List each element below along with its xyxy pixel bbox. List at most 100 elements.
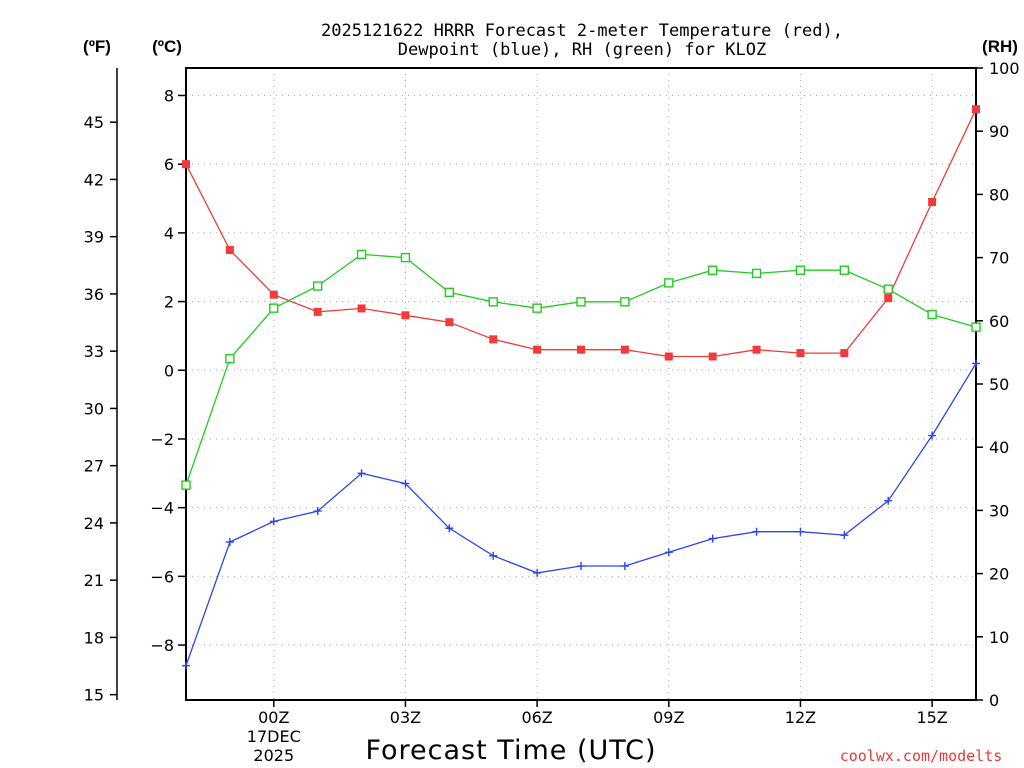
temperature-point — [489, 335, 498, 344]
rh-point — [312, 281, 323, 291]
temperature-point — [577, 345, 585, 354]
rh-point — [356, 249, 367, 260]
x-axis-label: Forecast Time (UTC) — [365, 735, 656, 766]
temperature-point — [664, 352, 673, 361]
dewpoint-line — [185, 363, 977, 666]
celsius-tick-label: 0 — [164, 361, 174, 380]
fahrenheit-tick-label: 30 — [84, 399, 104, 418]
credit-link[interactable]: coolwx.com/modelts — [840, 747, 1003, 765]
temperature-point — [708, 352, 717, 361]
rh-tick-label: 100 — [989, 59, 1020, 78]
rh-point — [488, 297, 498, 307]
celsius-tick-label: 4 — [164, 224, 174, 243]
dewpoint-point — [752, 527, 761, 536]
rh-point — [576, 297, 586, 307]
temperature-point — [357, 304, 366, 313]
celsius-tick-label: 8 — [164, 86, 174, 105]
fahrenheit-tick-label: 42 — [84, 170, 104, 189]
dewpoint-point — [708, 534, 717, 543]
x-tick-label: 00Z — [258, 708, 289, 727]
temperature-point — [533, 345, 542, 354]
x-tick-label: 06Z — [521, 708, 552, 727]
dewpoint-point — [313, 507, 322, 516]
x-tick-label: 12Z — [785, 708, 816, 727]
rh-point — [444, 287, 455, 298]
rh-tick-label: 10 — [989, 628, 1009, 647]
chart-title-line-1: 2025121622 HRRR Forecast 2-meter Tempera… — [321, 21, 843, 41]
dewpoint-point — [445, 524, 454, 533]
rh-tick-label: 60 — [989, 312, 1009, 331]
celsius-tick-label: −4 — [150, 499, 174, 518]
temperature-point — [752, 345, 761, 354]
temperature-line — [185, 108, 977, 358]
rh-point — [795, 265, 806, 275]
dewpoint-point — [489, 551, 498, 560]
data-series — [181, 105, 981, 670]
celsius-tick-label: 6 — [164, 155, 174, 174]
dewpoint-point — [664, 548, 673, 557]
temperature-point — [269, 290, 278, 299]
plot-frame — [185, 67, 977, 701]
dewpoint-point — [533, 568, 542, 577]
rh-point — [927, 309, 937, 320]
dewpoint-point — [620, 562, 629, 571]
x-tick-label: 15Z — [916, 708, 947, 727]
rh-point — [839, 265, 850, 275]
fahrenheit-tick-label: 39 — [84, 228, 104, 247]
rh-point — [620, 297, 630, 307]
dewpoint-point — [972, 359, 980, 368]
rh-tick-label: 0 — [989, 691, 999, 710]
temperature-point — [401, 311, 410, 320]
x-tick-year-label: 2025 — [253, 746, 294, 765]
celsius-axis-unit: (ºC) — [152, 37, 182, 56]
fahrenheit-tick-label: 24 — [84, 514, 104, 533]
fahrenheit-tick-label: 27 — [84, 457, 104, 476]
dewpoint-point — [269, 517, 278, 526]
rh-point — [751, 268, 762, 279]
fahrenheit-tick-label: 21 — [84, 571, 104, 590]
rh-point — [664, 278, 674, 288]
rh-tick-label: 90 — [989, 122, 1009, 141]
dewpoint-point — [401, 479, 410, 488]
fahrenheit-tick-label: 33 — [84, 342, 104, 361]
celsius-tick-label: 2 — [164, 293, 174, 312]
rh-point — [400, 252, 411, 263]
temperature-point — [182, 160, 190, 169]
fahrenheit-tick-label: 15 — [84, 686, 104, 705]
x-tick-label: 09Z — [653, 708, 684, 727]
rh-point — [707, 265, 718, 275]
rh-point — [532, 303, 542, 313]
rh-tick-label: 50 — [989, 375, 1009, 394]
temperature-point — [972, 105, 980, 114]
rh-point — [971, 322, 981, 332]
rh-point — [269, 303, 279, 313]
fahrenheit-tick-label: 18 — [84, 628, 104, 647]
rh-tick-label: 70 — [989, 249, 1009, 268]
celsius-tick-label: −6 — [150, 567, 174, 586]
rh-line — [185, 253, 977, 486]
dewpoint-point — [182, 661, 190, 670]
axes: −8−6−4−202468151821242730333639424501020… — [84, 59, 1020, 765]
dewpoint-point — [884, 496, 893, 505]
temperature-point — [445, 318, 454, 327]
temperature-point — [796, 349, 805, 358]
dewpoint-point — [840, 531, 849, 540]
temperature-point — [620, 345, 629, 354]
x-tick-label: 03Z — [390, 708, 421, 727]
celsius-tick-label: −8 — [150, 636, 174, 655]
dewpoint-point — [577, 562, 585, 571]
temperature-point — [884, 294, 893, 303]
x-tick-date-label: 17DEC — [247, 727, 301, 746]
temperature-point — [313, 307, 322, 316]
rh-tick-label: 20 — [989, 565, 1009, 584]
dewpoint-point — [796, 527, 805, 536]
rh-tick-label: 40 — [989, 438, 1009, 457]
celsius-tick-label: −2 — [150, 430, 174, 449]
grid-lines — [186, 68, 976, 700]
fahrenheit-axis-unit: (ºF) — [83, 37, 111, 56]
chart-title-line-2: Dewpoint (blue), RH (green) for KLOZ — [398, 40, 766, 60]
rh-point — [883, 284, 893, 294]
rh-tick-label: 30 — [989, 501, 1009, 520]
fahrenheit-tick-label: 45 — [84, 113, 104, 132]
